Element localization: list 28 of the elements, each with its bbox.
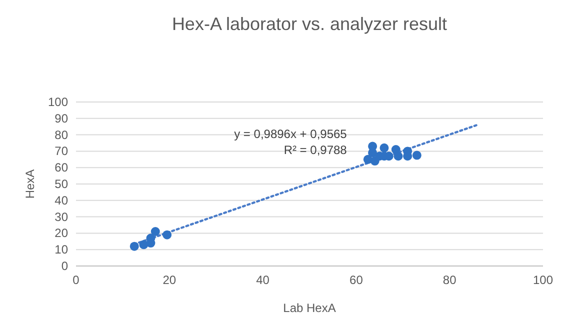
y-tick-label: 80: [54, 128, 68, 142]
y-tick-label: 10: [54, 242, 68, 257]
x-tick-label: 20: [162, 273, 176, 287]
y-tick-label: 100: [48, 95, 68, 109]
y-tick-label: 40: [54, 193, 68, 208]
y-tick-label: 90: [54, 111, 68, 126]
point: [130, 242, 139, 251]
point: [394, 152, 403, 161]
chart-title: Hex-A laborator vs. analyzer result: [172, 14, 448, 34]
point: [380, 143, 389, 152]
point: [162, 230, 172, 240]
y-tick-label: 70: [54, 144, 68, 158]
x-tick-label: 60: [350, 273, 364, 287]
x-tick-label: 0: [72, 273, 80, 287]
annotation: R² = 0,9788: [284, 143, 348, 158]
y-tick-label: 60: [54, 160, 68, 175]
y-tick-label: 20: [54, 226, 68, 240]
x-axis-title: Lab HexA: [283, 301, 336, 315]
y-axis-title: HexA: [23, 169, 37, 199]
x-tick-label: 100: [532, 273, 554, 287]
y-tick-label: 50: [54, 177, 68, 191]
annotation: y = 0,9896x + 0,9565: [234, 127, 348, 142]
y-tick-label: 30: [54, 210, 68, 224]
x-tick-label: 80: [442, 273, 457, 287]
y-tick-label: 0: [61, 259, 68, 273]
point: [150, 227, 160, 236]
x-tick-label: 40: [256, 273, 270, 287]
point: [412, 150, 422, 160]
